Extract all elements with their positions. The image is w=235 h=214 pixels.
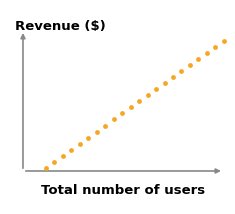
Point xyxy=(146,94,149,97)
Point xyxy=(86,136,90,139)
Point xyxy=(53,160,56,164)
Point xyxy=(154,88,158,91)
Point xyxy=(103,124,107,127)
Text: Total number of users: Total number of users xyxy=(41,184,205,198)
Point xyxy=(120,112,124,115)
Point xyxy=(70,148,73,152)
Point xyxy=(196,57,200,61)
Point xyxy=(44,166,48,170)
Point xyxy=(95,130,99,133)
Point xyxy=(180,69,183,73)
Point xyxy=(171,75,175,79)
Point xyxy=(137,100,141,103)
Point xyxy=(188,63,192,67)
Text: Revenue ($): Revenue ($) xyxy=(15,20,105,33)
Point xyxy=(213,45,217,48)
Point xyxy=(205,51,209,55)
Point xyxy=(112,118,116,121)
Point xyxy=(61,154,65,158)
Point xyxy=(78,142,82,146)
Point xyxy=(222,39,226,42)
Point xyxy=(163,81,166,85)
Point xyxy=(129,106,133,109)
